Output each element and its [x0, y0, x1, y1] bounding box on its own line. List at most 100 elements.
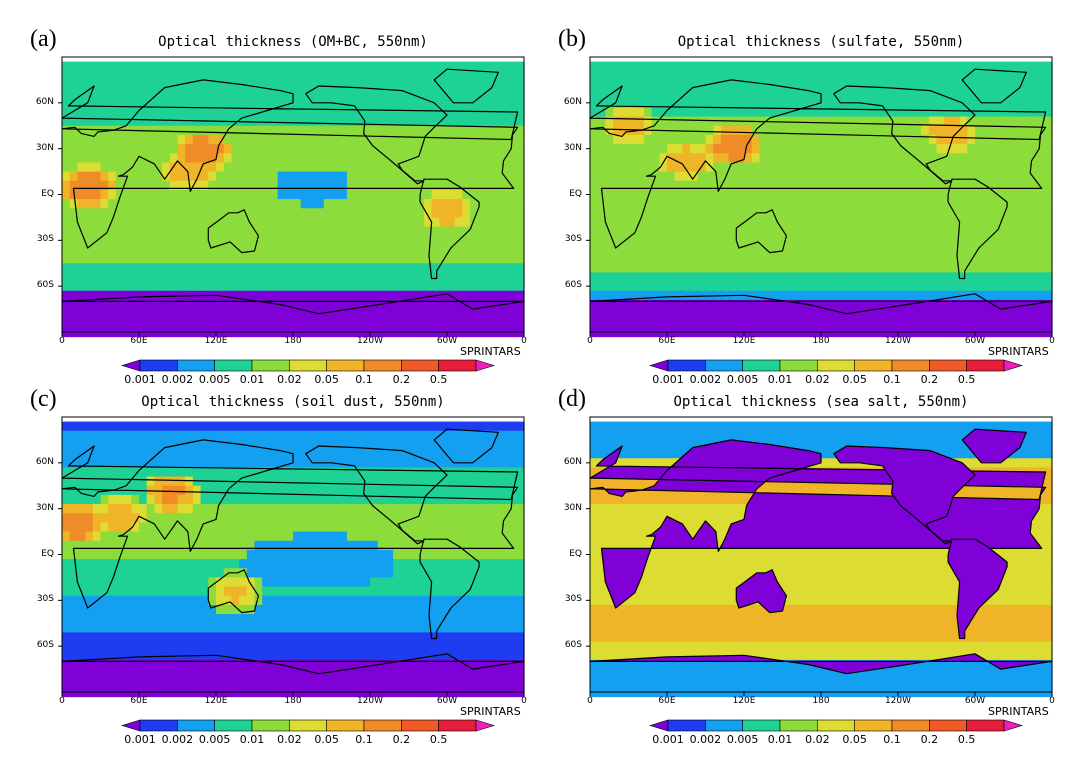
- aod-cell: [423, 89, 433, 99]
- aod-cell: [1028, 254, 1038, 264]
- aod-cell: [246, 272, 256, 283]
- aod-cell: [782, 263, 791, 274]
- aod-cell: [439, 513, 448, 524]
- aod-cell: [982, 61, 991, 72]
- colorbar: [648, 359, 1024, 372]
- aod-cell: [69, 180, 78, 191]
- aod-cell: [516, 439, 525, 450]
- aod-cell: [154, 144, 163, 154]
- aod-cell: [115, 595, 125, 606]
- aod-cell: [659, 79, 668, 90]
- aod-cell: [682, 162, 691, 173]
- aod-cell: [744, 272, 753, 283]
- aod-cell: [77, 144, 86, 154]
- aod-cell: [293, 476, 302, 487]
- aod-cell: [821, 263, 830, 274]
- aod-cell: [92, 254, 102, 264]
- aod-cell: [177, 254, 186, 264]
- aod-cell: [597, 272, 606, 283]
- aod-cell: [223, 559, 232, 569]
- aod-cell: [1044, 189, 1053, 200]
- aod-cell: [77, 79, 86, 90]
- aod-cell: [828, 189, 837, 200]
- aod-cell: [744, 235, 753, 246]
- aod-cell: [200, 208, 209, 219]
- aod-cell: [323, 568, 333, 579]
- aod-cell: [254, 208, 263, 219]
- aod-cell: [185, 208, 194, 219]
- aod-cell: [439, 577, 448, 588]
- aod-cell: [620, 281, 630, 292]
- aod-cell: [905, 61, 914, 72]
- aod-cell: [828, 144, 837, 154]
- aod-cell: [339, 559, 348, 569]
- aod-cell: [262, 189, 271, 200]
- aod-cell: [439, 272, 448, 283]
- aod-cell: [620, 125, 630, 136]
- aod-cell: [300, 439, 309, 450]
- aod-cell: [928, 263, 938, 274]
- aod-cell: [162, 226, 171, 237]
- aod-cell: [293, 485, 302, 496]
- aod-cell: [362, 162, 371, 173]
- aod-cell: [667, 235, 676, 246]
- aod-cell: [697, 79, 707, 90]
- aod-cell: [323, 134, 333, 145]
- aod-cell: [200, 458, 209, 469]
- aod-cell: [767, 244, 776, 255]
- aod-cell: [975, 254, 984, 264]
- aod-cell: [736, 134, 745, 145]
- aod-cell: [262, 180, 271, 191]
- aod-cell: [485, 494, 494, 505]
- aod-cell: [477, 458, 487, 469]
- aod-cell: [493, 504, 502, 514]
- aod-cell: [123, 595, 132, 606]
- aod-cell: [477, 540, 487, 551]
- aod-cell: [162, 98, 171, 109]
- aod-cell: [108, 449, 117, 459]
- aod-cell: [493, 144, 502, 154]
- aod-cell: [169, 309, 179, 319]
- aod-cell: [493, 476, 502, 487]
- aod-cell: [628, 107, 637, 118]
- aod-cell: [605, 70, 614, 81]
- aod-cell: [759, 98, 768, 109]
- aod-cell: [628, 171, 637, 182]
- aod-cell: [774, 290, 784, 301]
- aod-cell: [223, 263, 232, 274]
- aod-cell: [216, 485, 225, 496]
- aod-cell: [477, 116, 487, 127]
- aod-cell: [439, 458, 448, 469]
- aod-cell: [162, 449, 171, 459]
- aod-cell: [500, 116, 510, 127]
- aod-cell: [316, 116, 325, 127]
- aod-cell: [736, 98, 745, 109]
- aod-cell: [185, 153, 194, 164]
- aod-cell: [928, 70, 938, 81]
- aod-cell: [508, 290, 517, 301]
- aod-cell: [674, 98, 683, 109]
- aod-cell: [744, 171, 753, 182]
- aod-cell: [408, 458, 417, 469]
- aod-cell: [951, 171, 961, 182]
- aod-cell: [416, 89, 425, 99]
- aod-cell: [713, 153, 722, 164]
- aod-cell: [439, 217, 448, 228]
- aod-cell: [285, 485, 294, 496]
- aod-cell: [643, 89, 653, 99]
- aod-cell: [185, 559, 194, 569]
- aod-cell: [508, 180, 517, 191]
- aod-cell: [728, 107, 737, 118]
- aod-cell: [192, 540, 202, 551]
- aod-cell: [254, 421, 263, 432]
- aod-cell: [431, 162, 440, 173]
- aod-cell: [628, 134, 637, 145]
- aod-cell: [308, 263, 317, 274]
- aod-cell: [154, 290, 163, 301]
- aod-cell: [162, 577, 171, 588]
- aod-cell: [959, 281, 968, 292]
- aod-cell: [905, 299, 914, 310]
- aod-cell: [139, 439, 148, 450]
- aod-cell: [300, 458, 309, 469]
- aod-cell: [1044, 180, 1053, 191]
